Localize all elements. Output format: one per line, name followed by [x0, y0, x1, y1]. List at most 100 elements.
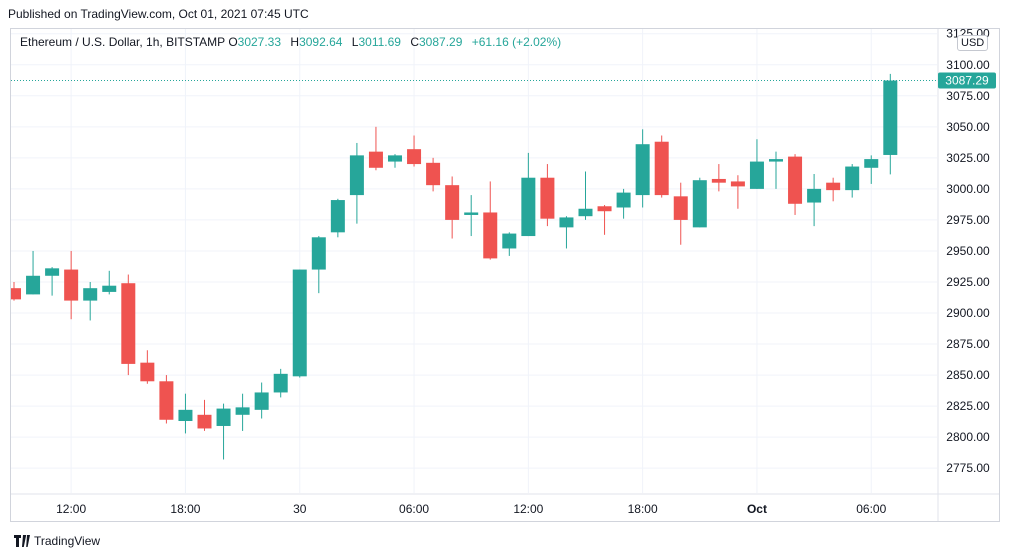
candle-body — [273, 373, 288, 393]
candle — [102, 270, 117, 295]
candle — [616, 188, 631, 219]
time-tick-label: 12:00 — [56, 502, 86, 516]
candle-body — [826, 182, 841, 191]
candle-body — [749, 161, 764, 189]
time-tick-label: 06:00 — [399, 502, 429, 516]
candle-body — [254, 392, 269, 410]
price-tick-label: 2900.00 — [946, 306, 990, 320]
candle-body — [311, 237, 326, 270]
candle-body — [445, 185, 460, 220]
candle-body — [502, 233, 517, 249]
candle — [483, 181, 498, 260]
candle-body — [407, 149, 422, 165]
close-label: C — [410, 35, 419, 49]
candle-body — [769, 159, 783, 162]
candle — [349, 142, 364, 224]
candle-body — [102, 285, 117, 292]
candle-body — [845, 166, 860, 191]
candle-body — [540, 177, 555, 219]
candle-body — [121, 283, 136, 364]
candle-body — [559, 217, 574, 228]
candle — [197, 399, 212, 431]
candle-body — [45, 268, 60, 276]
candle — [711, 164, 726, 192]
time-tick-label: 18:00 — [170, 502, 200, 516]
candle-body — [711, 178, 726, 183]
time-tick-label: 30 — [293, 502, 307, 516]
candle — [216, 403, 231, 460]
open-label: O — [228, 35, 238, 49]
price-tick-label: 3075.00 — [946, 89, 990, 103]
candle — [845, 164, 860, 198]
price-axis[interactable]: 3125.003100.003075.003050.003025.003000.… — [946, 27, 990, 475]
candle-body — [388, 155, 402, 162]
high-value: 3092.64 — [299, 35, 343, 49]
candle — [140, 350, 155, 384]
price-tick-label: 2925.00 — [946, 275, 990, 289]
candle — [597, 205, 612, 235]
open-value: 3027.33 — [237, 35, 282, 49]
candle-body — [883, 80, 898, 155]
candle-body — [197, 414, 212, 429]
candle — [749, 139, 764, 189]
candle — [635, 129, 650, 208]
grid-lines — [11, 29, 937, 493]
high-label: H — [290, 35, 300, 49]
candle-body — [673, 196, 688, 220]
low-label: L — [351, 35, 359, 49]
candle-body — [807, 188, 822, 203]
candle — [292, 269, 307, 378]
candle — [330, 198, 345, 238]
candle-body — [464, 212, 479, 215]
candle — [883, 73, 898, 175]
candle — [11, 281, 21, 301]
candle — [235, 393, 250, 431]
currency-button[interactable]: USD — [957, 35, 989, 51]
symbol-legend: Ethereum / U.S. Dollar, 1h, BITSTAMP O30… — [20, 35, 567, 49]
close-value: 3087.29 — [419, 35, 463, 49]
price-tick-label: 2800.00 — [946, 430, 990, 444]
candle-body — [178, 409, 193, 422]
candle — [83, 281, 98, 321]
candle — [502, 232, 517, 256]
candle — [26, 250, 41, 295]
tradingview-brand[interactable]: TradingView — [14, 534, 100, 548]
last-price-tag: 3087.29 — [938, 72, 996, 89]
candle — [426, 157, 441, 192]
candle-body — [578, 208, 593, 217]
candle-body — [64, 269, 79, 301]
candle-body — [730, 181, 745, 187]
price-tick-label: 2975.00 — [946, 213, 990, 227]
candle — [45, 267, 60, 296]
candle — [807, 173, 822, 227]
candle — [445, 176, 460, 239]
candle-body — [26, 275, 41, 295]
candle — [654, 135, 669, 198]
candle — [559, 216, 574, 249]
candle-body — [140, 362, 155, 382]
candle-body — [11, 288, 21, 300]
candle-body — [292, 269, 307, 377]
candles — [11, 73, 898, 460]
candle — [864, 155, 879, 184]
candle — [159, 375, 174, 424]
chart-frame[interactable] — [10, 28, 1000, 522]
candle — [826, 177, 841, 202]
time-axis[interactable]: 12:00 18:00 30 06:00 12:00 18:00 Oct 06:00 — [56, 502, 886, 516]
price-tick-label: 3050.00 — [946, 120, 990, 134]
candle — [673, 182, 688, 245]
price-tick-label: 3025.00 — [946, 151, 990, 165]
candle-body — [159, 381, 174, 420]
candle-body — [349, 155, 364, 196]
candle — [311, 236, 326, 294]
candle — [769, 151, 783, 189]
change-value: +61.16 (+2.02%) — [471, 35, 562, 49]
price-tick-label: 2850.00 — [946, 368, 990, 382]
price-tick-label: 2825.00 — [946, 399, 990, 413]
candle-body — [426, 162, 441, 186]
low-value: 3011.69 — [358, 35, 401, 49]
candle — [578, 171, 593, 220]
candle — [407, 135, 422, 167]
symbol-name: Ethereum / U.S. Dollar, 1h, BITSTAMP — [20, 35, 225, 49]
